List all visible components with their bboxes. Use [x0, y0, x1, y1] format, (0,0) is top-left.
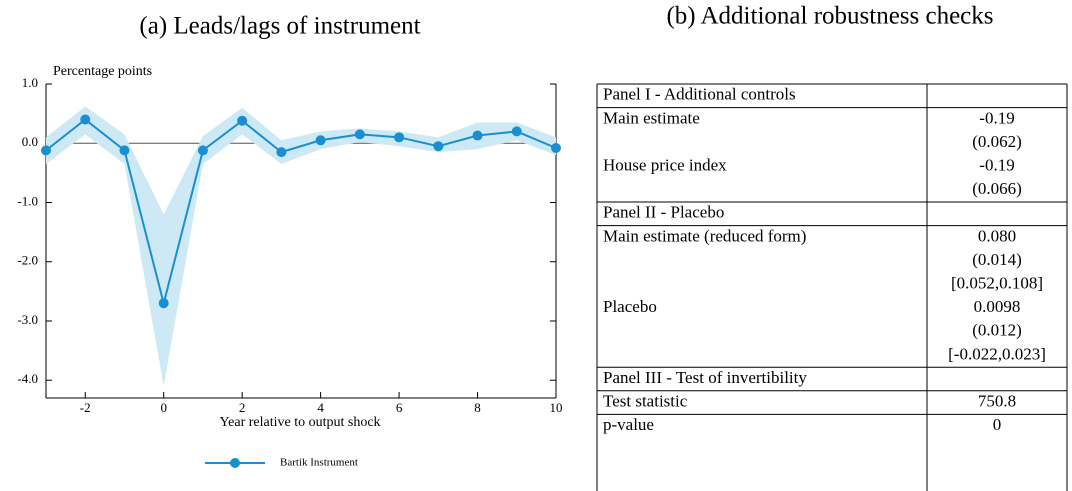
point	[433, 141, 444, 152]
point	[80, 114, 91, 125]
legend-label: Bartik Instrument	[280, 457, 358, 469]
chart-title: (a) Leads/lags of instrument	[139, 13, 420, 40]
cell-value: (0.062)	[972, 132, 1022, 151]
cell-value: (0.012)	[972, 321, 1022, 340]
y-tick-label: -3.0	[17, 312, 38, 327]
row-label: Placebo	[603, 297, 657, 316]
series-line	[45, 118, 557, 304]
legend-marker	[230, 458, 240, 468]
cell-value: [0.052,0.108]	[951, 274, 1043, 293]
x-tick-label: 6	[396, 400, 403, 415]
cell-value: -0.19	[979, 108, 1014, 127]
row-label: House price index	[603, 156, 727, 175]
row-label: Main estimate (reduced form)	[603, 226, 806, 245]
point	[551, 142, 561, 153]
x-axis-label: Year relative to output shock	[219, 415, 380, 430]
y-tick-label: 0.0	[22, 134, 38, 149]
row-label: Test statistic	[603, 392, 688, 411]
confidence-band	[46, 106, 556, 387]
row-label: Main estimate	[603, 108, 700, 127]
panel-title: Panel II - Placebo	[603, 203, 724, 222]
cell-value: [-0.022,0.023]	[948, 344, 1046, 363]
cell-value: 0.080	[978, 226, 1016, 245]
x-tick-label: 8	[474, 400, 481, 415]
cell-value: -0.19	[979, 156, 1014, 175]
point	[158, 298, 169, 309]
panel-title: Panel III - Test of invertibility	[603, 368, 807, 387]
point	[197, 145, 208, 156]
point	[237, 115, 248, 126]
point	[472, 130, 483, 141]
x-tick-label: 0	[160, 400, 167, 415]
point	[354, 129, 365, 140]
point	[41, 145, 51, 156]
point	[511, 126, 522, 137]
x-tick-label: -2	[80, 400, 91, 415]
point	[276, 147, 287, 158]
table-title: (b) Additional robustness checks	[666, 3, 993, 30]
y-tick-label: -1.0	[17, 193, 38, 208]
y-tick-label: -4.0	[17, 371, 38, 386]
cell-value: (0.066)	[972, 179, 1022, 198]
y-axis-label: Percentage points	[53, 64, 152, 79]
cell-value: 750.8	[978, 392, 1016, 411]
cell-value: 0.0098	[974, 297, 1021, 316]
x-tick-label: 2	[239, 400, 246, 415]
y-tick-label: -2.0	[17, 253, 38, 268]
cell-value: 0	[993, 415, 1002, 434]
point	[119, 145, 130, 156]
row-label: p-value	[603, 415, 654, 434]
y-tick-label: 1.0	[22, 75, 38, 90]
x-tick-label: 4	[317, 400, 324, 415]
point	[315, 135, 326, 146]
x-tick-label: 10	[550, 400, 563, 415]
point	[394, 132, 405, 143]
panel-title: Panel I - Additional controls	[603, 85, 796, 104]
cell-value: (0.014)	[972, 250, 1022, 269]
